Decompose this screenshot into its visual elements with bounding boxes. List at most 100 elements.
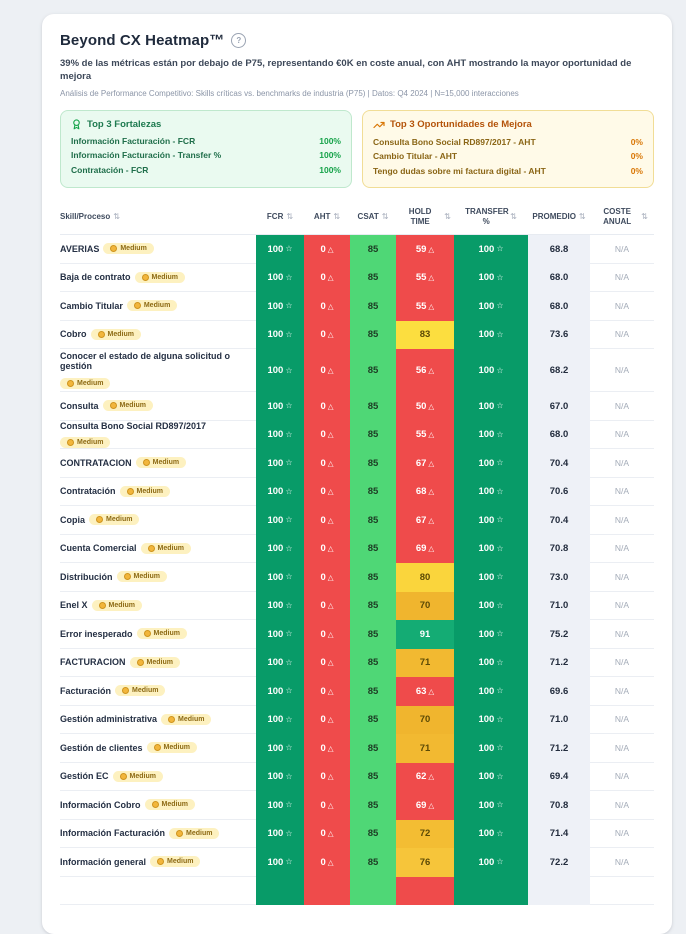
promedio-cell: 71.0 (528, 705, 590, 735)
table-row[interactable]: AVERIAS Medium 100 ☆ 0 △ 85 59 △ 100 ☆ 68.8 N/A (60, 235, 654, 264)
column-header-promedio[interactable]: PROMEDIO ⇅ (528, 212, 590, 222)
table-row[interactable]: Información Facturación Medium 100 ☆ 0 △ 85 72 1… (60, 819, 654, 849)
column-header-coste-anual[interactable]: COSTE ANUAL ⇅ (590, 207, 654, 227)
transfer-cell: 100 ☆ (454, 263, 528, 293)
table-row[interactable]: Contratación Medium 100 ☆ 0 △ 85 68 △ 100 ☆ 70.6 N/A (60, 477, 654, 507)
coste-anual-cell: N/A (590, 620, 654, 649)
table-row[interactable]: Facturación Medium 100 ☆ 0 △ 85 63 △ 100 ☆ 69.6 N/A (60, 677, 654, 706)
aht-cell: 0 △ (304, 762, 350, 792)
coste-anual-cell-value: N/A (614, 400, 630, 411)
coste-anual-cell-value: N/A (614, 628, 630, 639)
column-header-transfer[interactable]: TRANSFER % ⇅ (454, 207, 528, 227)
warning-icon: △ (327, 686, 334, 696)
hold-time-cell-value: 55 (415, 272, 427, 284)
coste-anual-cell: N/A (590, 677, 654, 706)
transfer-cell-value: 100 (478, 714, 495, 726)
fcr-cell-value: 100 (267, 799, 284, 811)
table-row[interactable] (60, 876, 654, 906)
table-row[interactable]: Gestión EC Medium 100 ☆ 0 △ 85 62 △ 100 ☆ 69.4 N/A (60, 762, 654, 792)
fcr-cell-value: 100 (267, 714, 284, 726)
sort-icon[interactable]: ⇅ (113, 212, 120, 222)
table-row[interactable]: Información general Medium 100 ☆ 0 △ 85 76 100 ☆ 7… (60, 848, 654, 877)
promedio-cell: 73.6 (528, 320, 590, 350)
table-header-row: Skill/Proceso ⇅ FCR ⇅ AHT ⇅ CSAT ⇅ HOLD … (60, 200, 654, 236)
coin-icon (67, 380, 74, 388)
star-icon: ☆ (285, 714, 293, 724)
coste-anual-cell-value: N/A (614, 457, 630, 468)
csat-cell-value: 85 (367, 543, 379, 555)
promedio-cell-value: 69.6 (549, 685, 569, 697)
table-row[interactable]: Distribución Medium 100 ☆ 0 △ 85 80 100 ☆ 73.0 N/A (60, 563, 654, 592)
warning-icon: △ (428, 544, 435, 554)
coste-anual-cell: N/A (590, 235, 654, 264)
transfer-cell-value: 100 (478, 300, 495, 312)
coste-anual-cell (590, 876, 654, 906)
csat-cell: 85 (350, 349, 396, 393)
trending-up-icon (373, 119, 385, 131)
sort-icon[interactable]: ⇅ (381, 212, 389, 222)
fcr-cell: 100 ☆ (256, 819, 304, 849)
promedio-cell: 68.2 (528, 349, 590, 393)
coin-icon (143, 630, 151, 638)
skill-cell: Información general Medium (60, 848, 256, 877)
coin-icon (119, 772, 127, 780)
table-row[interactable]: Error inesperado Medium 100 ☆ 0 △ 85 91 100 ☆ 75.2… (60, 620, 654, 649)
aht-cell: 0 △ (304, 506, 350, 535)
skill-cell: Distribución Medium (60, 563, 256, 592)
table-row[interactable]: Información Cobro Medium 100 ☆ 0 △ 85 69 △ 100 ☆ 70… (60, 791, 654, 820)
aht-cell: 0 △ (304, 620, 350, 649)
column-header-skill[interactable]: Skill/Proceso ⇅ (60, 212, 256, 222)
csat-cell-value: 85 (367, 457, 379, 469)
coin-icon (122, 687, 130, 695)
table-row[interactable]: Cambio Titular Medium 100 ☆ 0 △ 85 55 △ 100 ☆ 68.0 N… (60, 292, 654, 321)
star-icon: ☆ (285, 429, 293, 439)
table-row[interactable]: FACTURACION Medium 100 ☆ 0 △ 85 71 100 ☆ 71.2 N/A (60, 648, 654, 678)
column-header-fcr[interactable]: FCR ⇅ (256, 212, 304, 222)
table-row[interactable]: Cuenta Comercial Medium 100 ☆ 0 △ 85 69 △ 100 ☆ 70.… (60, 534, 654, 564)
help-icon[interactable]: ? (231, 33, 247, 48)
skill-cell-value: Facturación (60, 685, 112, 696)
sort-icon[interactable]: ⇅ (286, 212, 294, 222)
aht-cell-value: 0 (320, 714, 326, 726)
table-row[interactable]: Consulta Bono Social RD897/2017 Medium 100… (60, 420, 654, 450)
skill-cell-value: Gestión EC (60, 771, 109, 782)
table-row[interactable]: Cobro Medium 100 ☆ 0 △ 85 83 100 ☆ 73.6 N/A (60, 320, 654, 350)
warning-icon: △ (327, 458, 334, 468)
transfer-cell-value: 100 (478, 828, 495, 840)
warning-icon: △ (327, 629, 334, 639)
coste-anual-cell: N/A (590, 762, 654, 792)
aht-cell: 0 △ (304, 263, 350, 293)
hold-time-cell: 63 △ (396, 677, 454, 706)
table-row[interactable]: Gestión administrativa Medium 100 ☆ 0 △ 85 70 10… (60, 705, 654, 735)
star-icon: ☆ (285, 458, 293, 468)
table-row[interactable]: Gestión de clientes Medium 100 ☆ 0 △ 85 71 100 ☆ 7… (60, 734, 654, 763)
skill-cell-value: Error inesperado (60, 628, 133, 639)
star-icon: ☆ (496, 543, 504, 553)
warning-icon: △ (428, 365, 435, 375)
sort-icon[interactable]: ⇅ (333, 212, 341, 222)
table-row[interactable]: Consulta Medium 100 ☆ 0 △ 85 50 △ 100 ☆ 67.0 N/A (60, 392, 654, 421)
warning-icon: △ (327, 544, 334, 554)
skill-cell-value: Información Cobro (60, 799, 141, 810)
column-header-csat[interactable]: CSAT ⇅ (350, 212, 396, 222)
star-icon: ☆ (496, 657, 504, 667)
transfer-cell: 100 ☆ (454, 591, 528, 621)
coste-anual-cell-value: N/A (614, 514, 630, 525)
column-header-aht[interactable]: AHT ⇅ (304, 212, 350, 222)
table-row[interactable]: Copia Medium 100 ☆ 0 △ 85 67 △ 100 ☆ 70.4 N/A (60, 506, 654, 535)
analysis-meta-text: Análisis de Performance Competitivo: Ski… (60, 88, 519, 98)
column-header-hold-time[interactable]: HOLD TIME ⇅ (396, 207, 454, 227)
sort-icon[interactable]: ⇅ (641, 212, 648, 222)
sort-icon[interactable]: ⇅ (510, 212, 517, 222)
table-row[interactable]: Baja de contrato Medium 100 ☆ 0 △ 85 55 △ 100 ☆ 68.… (60, 263, 654, 293)
csat-cell: 85 (350, 791, 396, 820)
table-row[interactable]: Conocer el estado de alguna solicitud o … (60, 349, 654, 393)
sort-icon[interactable]: ⇅ (444, 212, 451, 222)
fcr-cell: 100 ☆ (256, 506, 304, 535)
table-row[interactable]: Enel X Medium 100 ☆ 0 △ 85 70 100 ☆ 71.0 N/A (60, 591, 654, 621)
coste-anual-cell: N/A (590, 320, 654, 350)
sort-icon[interactable]: ⇅ (578, 212, 586, 222)
hold-time-cell-value: 83 (419, 329, 431, 341)
table-row[interactable]: CONTRATACION Medium 100 ☆ 0 △ 85 67 △ 100 ☆ 70.4 N/A (60, 449, 654, 478)
coste-anual-cell-value: N/A (614, 243, 630, 254)
